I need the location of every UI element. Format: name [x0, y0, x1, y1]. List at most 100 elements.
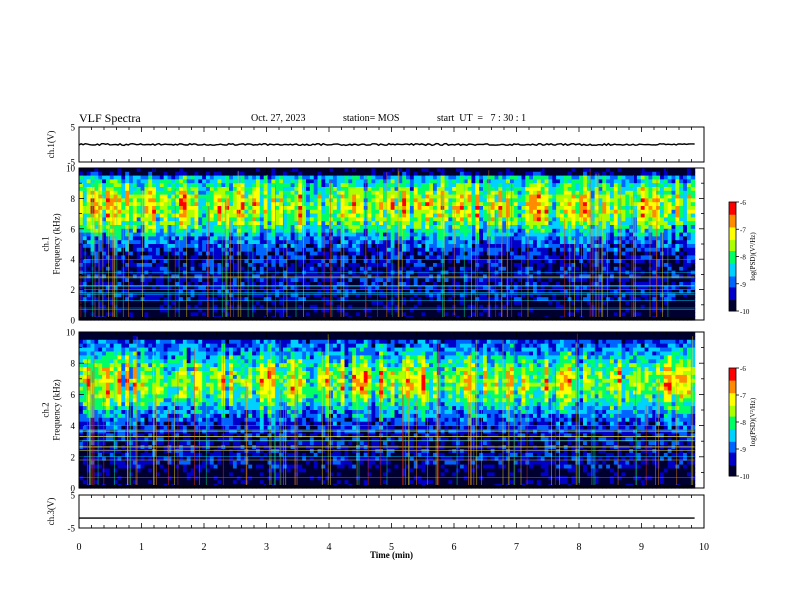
- spectrogram-cell: [606, 247, 611, 253]
- spectrogram-cell: [109, 225, 115, 230]
- spectrogram-cell: [625, 198, 630, 203]
- spectrogram-cell: [332, 190, 338, 196]
- spectrogram-cell: [244, 179, 249, 184]
- spectrogram-cell: [132, 187, 138, 192]
- spectrogram-cell: [563, 270, 569, 275]
- spectrogram-cell: [182, 270, 188, 275]
- spectrogram-cell: [298, 259, 303, 264]
- spectrogram-cell: [506, 209, 511, 215]
- spectrogram-cell: [309, 198, 315, 203]
- spectrogram-cell: [225, 187, 230, 192]
- spectrogram-cell: [179, 202, 184, 207]
- spectrogram-cell: [221, 263, 226, 268]
- spectrogram-cell: [236, 247, 242, 253]
- spectrogram-cell: [232, 255, 238, 260]
- spectrogram-cell: [329, 183, 334, 188]
- spectrogram-cell: [279, 247, 284, 253]
- spectrogram-cell: [675, 282, 680, 287]
- spectrogram-cell: [432, 206, 438, 211]
- spectrogram-cell: [159, 240, 165, 245]
- spectrogram-cell: [148, 198, 153, 203]
- spectrogram-cell: [406, 179, 411, 184]
- spectrogram-cell: [325, 187, 330, 192]
- spectrogram-cell: [367, 278, 373, 283]
- spectrogram-cell: [640, 244, 646, 249]
- spectrogram-cell: [459, 274, 465, 279]
- spectrogram-cell: [533, 175, 538, 180]
- spectrogram-cell: [252, 209, 257, 215]
- spectrogram-cell: [663, 278, 669, 283]
- spectrogram-cell: [483, 247, 488, 253]
- spectrogram-cell: [552, 187, 557, 192]
- spectrogram-cell: [286, 213, 292, 218]
- spectrogram-cell: [567, 168, 573, 173]
- spectrogram-cell: [136, 217, 142, 222]
- spectrogram-cell: [483, 171, 488, 177]
- spectrogram-cell: [521, 247, 526, 253]
- spectrogram-cell: [371, 266, 376, 272]
- spectrogram-cell: [413, 244, 419, 249]
- spectrogram-cell: [113, 282, 119, 287]
- spectrogram-cell: [221, 251, 226, 256]
- spectrogram-cell: [317, 168, 322, 173]
- spectrogram-cell: [544, 232, 550, 237]
- spectrogram-cell: [367, 217, 373, 222]
- spectrogram-cell: [686, 202, 692, 207]
- spectrogram-cell: [644, 209, 650, 215]
- spectrogram-cell: [379, 270, 384, 275]
- spectrogram-cell: [225, 259, 230, 264]
- spectrogram-cell: [240, 274, 246, 279]
- spectrogram-cell: [671, 221, 676, 226]
- spectrogram-cell: [675, 206, 680, 211]
- spectrogram-cell: [656, 266, 661, 272]
- spectrogram-cell: [152, 221, 157, 226]
- spectrogram-cell: [290, 190, 296, 196]
- spectrogram-cell: [463, 194, 469, 199]
- spectrogram-cell: [652, 274, 657, 279]
- spectrogram-cell: [313, 206, 319, 211]
- spectrogram-cell: [221, 228, 226, 234]
- spectrogram-cell: [594, 187, 600, 192]
- spectrogram-cell: [136, 175, 142, 180]
- spectrogram-cell: [382, 168, 388, 173]
- spectrogram-cell: [594, 244, 600, 249]
- spectrogram-cell: [298, 255, 303, 260]
- spectrogram-cell: [417, 240, 423, 245]
- spectrogram-cell: [198, 236, 203, 241]
- spectrogram-cell: [325, 198, 330, 203]
- spectrogram-cell: [609, 282, 615, 287]
- spectrogram-cell: [559, 263, 565, 268]
- spectrogram-cell: [606, 183, 611, 188]
- spectrogram-cell: [575, 255, 580, 260]
- spectrogram-cell: [467, 213, 473, 218]
- spectrogram-cell: [467, 217, 473, 222]
- spectrogram-cell: [463, 187, 469, 192]
- spectrogram-cell: [552, 232, 557, 237]
- spectrogram-cell: [506, 202, 511, 207]
- spectrogram-cell: [240, 282, 246, 287]
- spectrogram-cell: [509, 179, 515, 184]
- spectrogram-cell: [675, 244, 680, 249]
- spectrogram-cell: [248, 168, 253, 173]
- spectrogram-cell: [375, 179, 380, 184]
- spectrogram-cell: [559, 217, 565, 222]
- spectrogram-cell: [352, 175, 357, 180]
- spectrogram-cell: [202, 225, 207, 230]
- spectrogram-cell: [309, 244, 315, 249]
- spectrogram-cell: [317, 179, 322, 184]
- spectrogram-cell: [182, 198, 188, 203]
- spectrogram-cell: [205, 213, 211, 218]
- spectrogram-cell: [663, 232, 669, 237]
- spectrogram-cell: [356, 183, 361, 188]
- spectrogram-cell: [656, 236, 661, 241]
- spectrogram-cell: [629, 175, 634, 180]
- spectrogram-cell: [594, 171, 600, 177]
- spectrogram-cell: [432, 247, 438, 253]
- spectrogram-cell: [294, 183, 299, 188]
- spectrogram-cell: [336, 255, 342, 260]
- spectrogram-cell: [467, 179, 473, 184]
- spectrogram-cell: [494, 244, 499, 249]
- spectrogram-cell: [275, 217, 280, 222]
- spectrogram-cell: [190, 270, 196, 275]
- spectrogram-cell: [252, 236, 257, 241]
